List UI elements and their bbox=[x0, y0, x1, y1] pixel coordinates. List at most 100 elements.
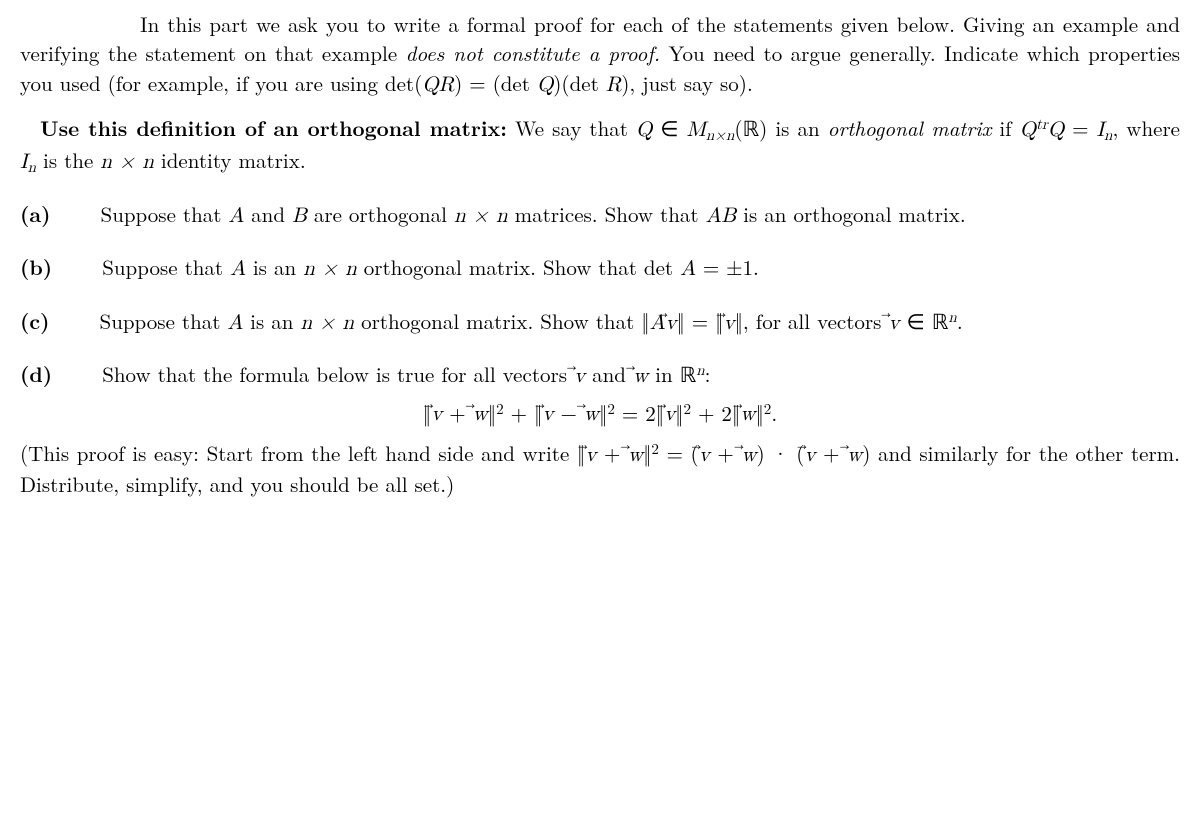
d-t4: : bbox=[705, 359, 711, 389]
eq-dot: . bbox=[771, 397, 777, 427]
eq-v2: v bbox=[542, 400, 553, 429]
def-In-sub2: n bbox=[28, 160, 36, 175]
a-A: A bbox=[228, 206, 244, 227]
def-nn-sub: n×n bbox=[706, 128, 735, 143]
hint-plus: + bbox=[596, 438, 628, 468]
c-n: n bbox=[948, 310, 956, 325]
d-t1: Show that the formula below is true for … bbox=[102, 359, 574, 389]
eq-w1: w bbox=[473, 400, 488, 429]
c-v: v bbox=[723, 309, 734, 338]
b-A: A bbox=[230, 259, 246, 280]
a-t4: matrices. Show that bbox=[508, 199, 706, 229]
eq-v1: v bbox=[431, 400, 442, 429]
intro-mid2: )(det bbox=[553, 68, 606, 98]
eq-plus3: + 2‖ bbox=[691, 397, 740, 427]
eq-v3: v bbox=[664, 400, 675, 429]
def-t6: , where bbox=[1112, 113, 1180, 143]
b-t2: is an bbox=[246, 252, 303, 282]
c-Av-v: v bbox=[665, 309, 676, 338]
def-tr: tr bbox=[1036, 117, 1048, 132]
intro-mid: ) = (det bbox=[454, 68, 537, 98]
hint-w3: w bbox=[847, 441, 862, 470]
eq-sq1: 2 bbox=[496, 398, 504, 419]
hint-v2: v bbox=[699, 441, 710, 470]
d-v: v bbox=[574, 362, 585, 391]
c-t1: Suppose that bbox=[100, 306, 228, 336]
a-nn: n × n bbox=[454, 206, 508, 227]
intro-paragraph: In this part we ask you to write a forma… bbox=[20, 10, 1180, 100]
intro-math-Q: Q bbox=[537, 75, 553, 96]
def-I2: I bbox=[20, 152, 28, 173]
c-t5: ‖, for all vectors bbox=[735, 306, 889, 336]
def-I: I bbox=[1096, 120, 1104, 141]
eq-plus: + bbox=[442, 397, 472, 427]
def-nbyn: n × n bbox=[100, 152, 154, 173]
hint-w2: w bbox=[741, 441, 756, 470]
eq-n1: ‖ bbox=[423, 397, 431, 427]
def-Qr: Q bbox=[1048, 120, 1064, 141]
c-t3: orthogonal matrix. Show that ‖ bbox=[354, 306, 650, 336]
definition-paragraph: Use this definition of an orthogonal mat… bbox=[20, 114, 1180, 178]
d-equation: ‖v + w‖2 + ‖v − w‖2 = 2‖v‖2 + 2‖w‖2. bbox=[20, 398, 1180, 430]
part-a: (a) Suppose that A and B are orthogonal n… bbox=[20, 200, 1180, 231]
def-lead: Use this definition of an orthogonal mat… bbox=[40, 113, 507, 143]
hint-t1: (This proof is easy: Start from the left… bbox=[20, 438, 585, 468]
eq-eq: = 2‖ bbox=[615, 397, 664, 427]
label-b: (b) bbox=[20, 252, 52, 282]
b-t3: orthogonal matrix. Show that det bbox=[357, 252, 680, 282]
c-t7: . bbox=[957, 306, 963, 336]
b-A2: A bbox=[680, 259, 696, 280]
def-in: ∈ bbox=[652, 113, 686, 143]
c-A: A bbox=[227, 313, 243, 334]
label-d: (d) bbox=[20, 359, 52, 389]
c-t4: ‖ = ‖ bbox=[676, 306, 723, 336]
hint-plus2: + bbox=[710, 438, 742, 468]
intro-emph: does not constitute a proof. bbox=[406, 38, 661, 68]
c-t6: ∈ ℝ bbox=[900, 306, 949, 336]
c-Av-A: A bbox=[650, 313, 666, 334]
c-v2: v bbox=[888, 309, 899, 338]
eq-plus2: + ‖ bbox=[504, 397, 543, 427]
eq-n5: ‖ bbox=[755, 397, 763, 427]
hint-t2: = ( bbox=[659, 438, 699, 468]
eq-w3: w bbox=[740, 400, 755, 429]
b-nn: n × n bbox=[303, 259, 357, 280]
def-t8: identity matrix. bbox=[154, 145, 306, 175]
intro-math-QR: QR bbox=[422, 75, 454, 96]
eq-n2: ‖ bbox=[488, 397, 496, 427]
eq-minus: − bbox=[553, 397, 583, 427]
intro-math-R: R bbox=[606, 75, 621, 96]
def-t5: = bbox=[1064, 113, 1096, 143]
d-w: w bbox=[633, 362, 648, 391]
a-t3: are orthogonal bbox=[307, 199, 454, 229]
def-Q: Q bbox=[636, 120, 652, 141]
part-b: (b)Suppose that A is an n × n orthogonal… bbox=[20, 253, 1180, 284]
a-t2: and bbox=[244, 199, 292, 229]
a-B: B bbox=[292, 206, 307, 227]
hint-plus3: + bbox=[815, 438, 847, 468]
def-t3: (ℝ) is an bbox=[734, 113, 827, 143]
a-t1: Suppose that bbox=[101, 199, 229, 229]
d-n: n bbox=[696, 363, 704, 378]
hint-w1: w bbox=[628, 441, 643, 470]
def-t1: We say that bbox=[507, 113, 636, 143]
hint-v1: v bbox=[585, 441, 596, 470]
hint-sq1: 2 bbox=[651, 438, 659, 459]
part-c: (c)Suppose that A is an n × n orthogonal… bbox=[20, 307, 1180, 338]
intro-end: ), just say so). bbox=[621, 68, 753, 98]
eq-sq3: 2 bbox=[684, 398, 692, 419]
hint-t3: ) · ( bbox=[757, 438, 805, 468]
def-Ql: Q bbox=[1020, 120, 1036, 141]
part-d: (d) Show that the formula below is true f… bbox=[20, 360, 1180, 391]
label-a: (a) bbox=[20, 199, 51, 229]
c-t2: is an bbox=[243, 306, 300, 336]
b-t4: = ±1. bbox=[696, 252, 759, 282]
def-t7: is the bbox=[36, 145, 100, 175]
eq-n4: ‖ bbox=[675, 397, 683, 427]
def-t4: if bbox=[991, 113, 1019, 143]
d-t3: in ℝ bbox=[648, 359, 696, 389]
eq-w2: w bbox=[584, 400, 599, 429]
def-term: orthogonal matrix bbox=[828, 113, 992, 143]
def-M: M bbox=[687, 120, 706, 141]
eq-sq2: 2 bbox=[607, 398, 615, 419]
